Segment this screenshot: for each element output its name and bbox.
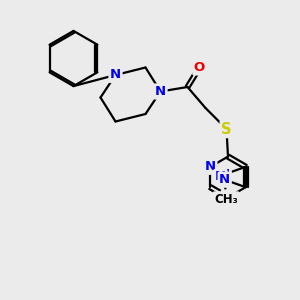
Text: N: N (205, 160, 216, 173)
Text: N: N (222, 191, 234, 204)
Text: S: S (221, 122, 232, 136)
Text: N: N (155, 85, 166, 98)
Text: N: N (219, 173, 230, 186)
Text: O: O (194, 61, 205, 74)
Text: N: N (219, 168, 230, 181)
Text: N: N (110, 68, 121, 82)
Text: CH₃: CH₃ (214, 193, 238, 206)
Text: N: N (215, 170, 226, 184)
